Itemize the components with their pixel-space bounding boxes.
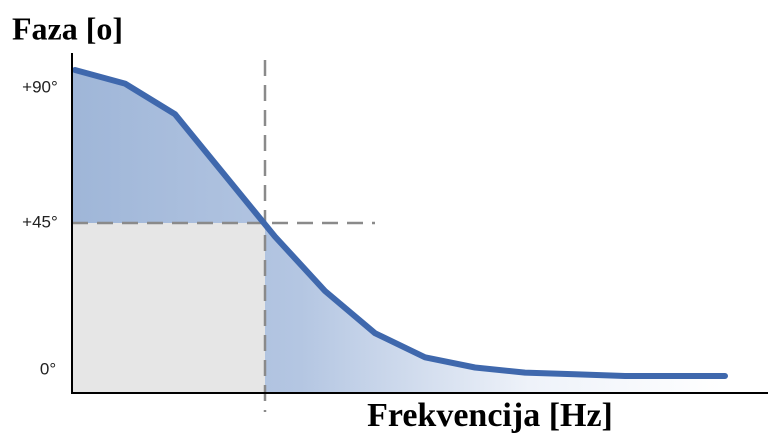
x-axis-label: Frekvencija [Hz] — [367, 397, 613, 434]
chart-title: Faza [o] — [12, 10, 123, 46]
line — [72, 67, 728, 379]
y-tick-label: +45° — [22, 212, 58, 231]
y-tick-label: +90° — [22, 77, 58, 96]
plot-area — [72, 70, 725, 393]
reference-box — [72, 223, 265, 393]
y-tick-label: 0° — [40, 359, 56, 378]
